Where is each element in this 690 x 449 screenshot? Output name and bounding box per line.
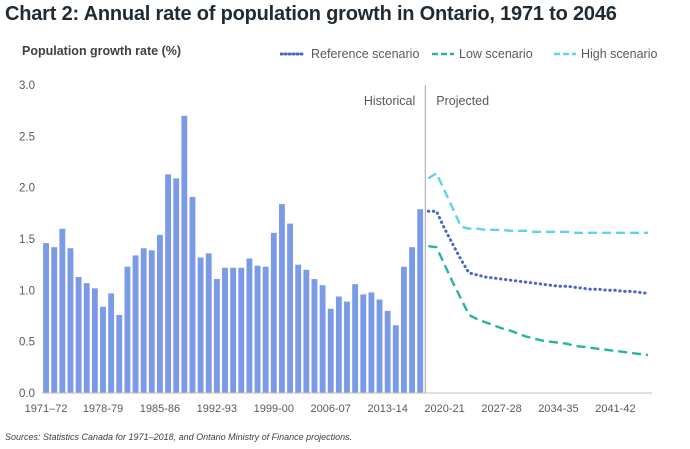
y-axis-label: Population growth rate (%) — [22, 44, 182, 58]
x-tick-label: 1978-79 — [83, 403, 123, 415]
bar — [157, 234, 163, 393]
bar — [303, 269, 310, 393]
bar — [43, 243, 49, 393]
bar — [384, 310, 391, 393]
legend-swatch-high — [554, 52, 576, 56]
x-tick-label: 1971–72 — [25, 403, 68, 415]
bar — [165, 174, 171, 393]
bar — [67, 248, 74, 393]
high-scenario-line — [427, 172, 648, 235]
x-tick-label: 2034-35 — [538, 403, 578, 415]
bar — [181, 115, 188, 394]
bar — [287, 223, 293, 393]
bar — [360, 294, 367, 393]
bar — [262, 266, 269, 393]
y-tick-label: 1.5 — [19, 234, 35, 246]
bar — [116, 314, 123, 393]
bar — [173, 178, 180, 393]
y-tick-label: 0.0 — [19, 388, 35, 400]
legend-item-high: High scenario — [554, 47, 657, 61]
bar — [197, 257, 204, 393]
bar — [392, 325, 399, 393]
y-tick-label: 3.0 — [19, 80, 35, 92]
bar — [222, 267, 228, 393]
x-tick-label: 2006-07 — [311, 403, 351, 415]
bar — [108, 293, 115, 393]
x-tick-label: 2020-21 — [424, 403, 464, 415]
low-scenario-line — [428, 245, 649, 357]
bar — [213, 279, 220, 393]
legend-label-high: High scenario — [581, 47, 658, 61]
reference-scenario-line — [426, 209, 650, 295]
bar — [401, 266, 407, 393]
bar — [319, 285, 326, 393]
x-tick-label: 2027-28 — [481, 403, 521, 415]
bar — [205, 253, 212, 393]
legend-swatch-low — [432, 52, 454, 56]
legend-item-low: Low scenario — [432, 47, 533, 61]
bar — [59, 228, 66, 393]
bar — [335, 296, 342, 393]
y-tick-label: 2.0 — [19, 183, 35, 195]
x-tick-label: 1985-86 — [140, 403, 180, 415]
bar — [368, 292, 375, 393]
bar — [344, 301, 350, 393]
legend-label-low: Low scenario — [459, 47, 533, 61]
legend-swatch-reference — [280, 52, 306, 56]
bar — [238, 267, 245, 393]
bar — [295, 264, 302, 393]
bar — [352, 284, 359, 393]
historical-label: Historical — [364, 94, 415, 108]
y-tick-label: 0.5 — [19, 337, 35, 349]
bar — [189, 196, 196, 393]
y-tick-label: 1.0 — [19, 285, 35, 297]
bar — [409, 247, 415, 393]
bar — [140, 248, 147, 393]
bar — [327, 308, 334, 393]
bar — [100, 306, 106, 393]
projected-label: Projected — [436, 94, 489, 108]
bar — [246, 258, 253, 393]
bar — [279, 204, 285, 393]
bar — [91, 288, 98, 393]
bar — [311, 279, 318, 393]
source-note: Sources: Statistics Canada for 1971–2018… — [5, 432, 353, 442]
bar — [75, 276, 82, 393]
bar — [230, 267, 237, 393]
chart-title: Chart 2: Annual rate of population growt… — [5, 3, 617, 25]
bar — [51, 247, 58, 393]
bar — [254, 265, 261, 393]
x-tick-label: 2013-14 — [367, 403, 407, 415]
x-tick-label: 1999-00 — [254, 403, 294, 415]
x-tick-label: 2041-42 — [595, 403, 635, 415]
x-tick-label: 1992-93 — [197, 403, 237, 415]
bar — [124, 266, 131, 393]
bar — [270, 232, 277, 393]
bar — [376, 299, 383, 393]
legend-label-reference: Reference scenario — [311, 47, 420, 61]
bar — [417, 209, 424, 393]
y-tick-label: 2.5 — [19, 131, 35, 143]
bar — [132, 255, 139, 393]
bar — [148, 250, 155, 393]
legend-item-reference: Reference scenario — [280, 47, 419, 61]
bar — [83, 283, 90, 393]
